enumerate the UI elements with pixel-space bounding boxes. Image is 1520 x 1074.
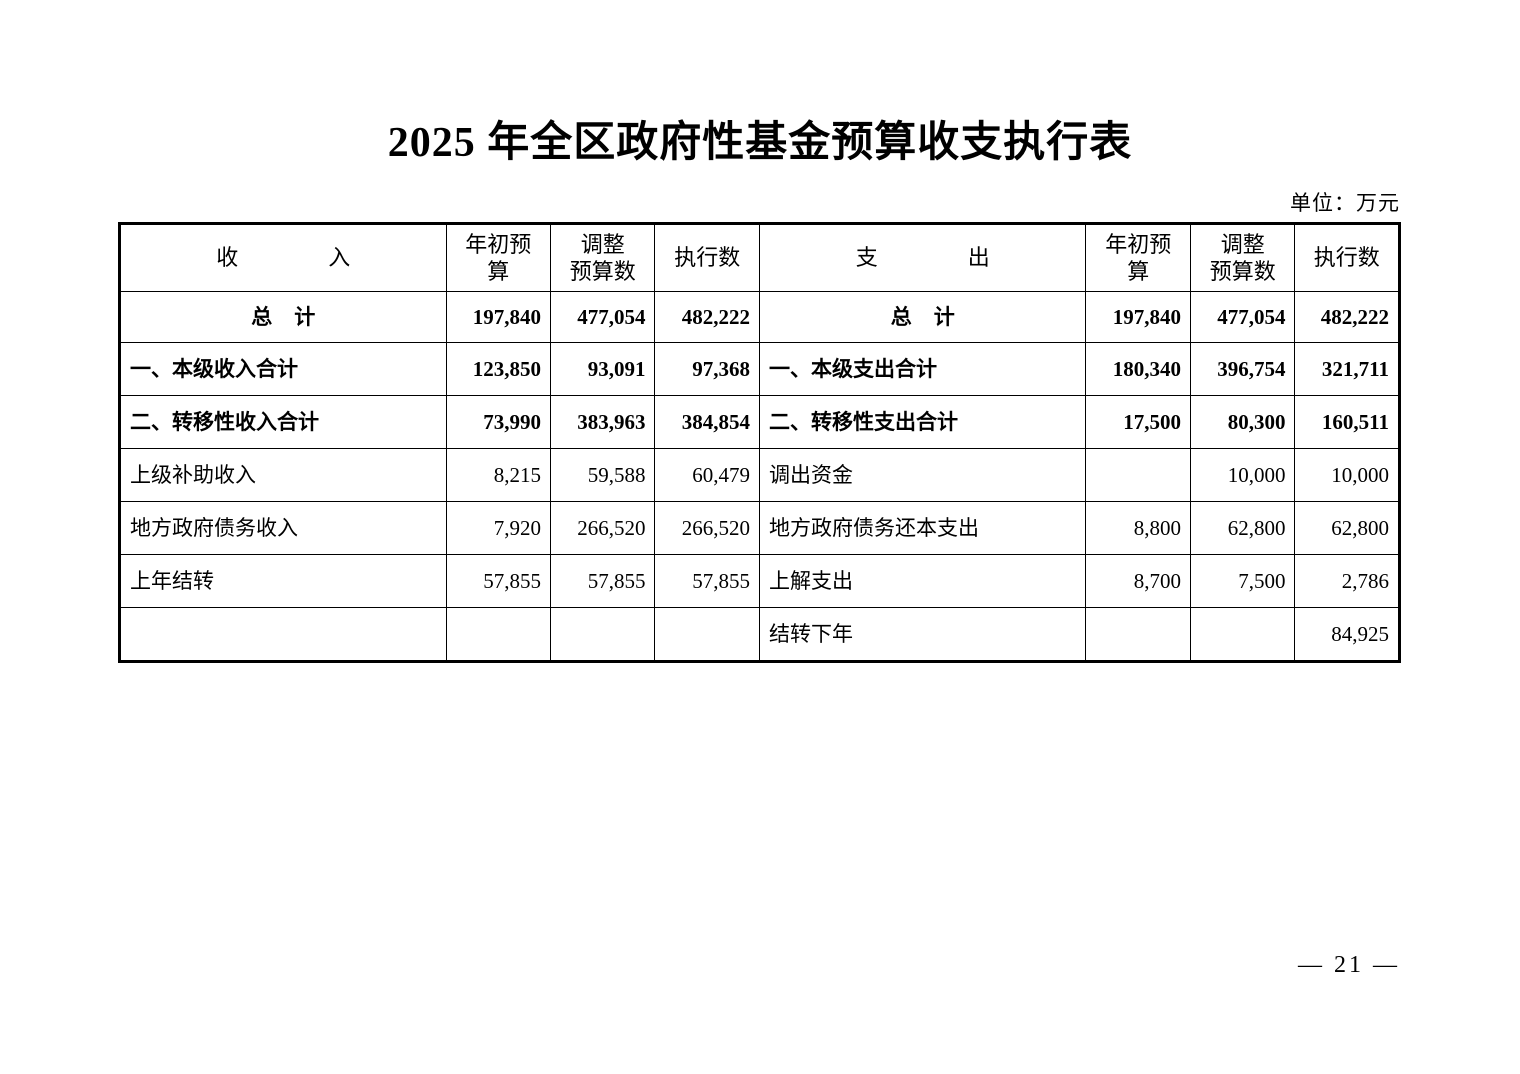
row-expense-label: 结转下年 (758, 607, 1087, 662)
row-income-label: 地方政府债务收入 (119, 501, 447, 555)
row-expense-initial: 17,500 (1085, 395, 1191, 449)
total-income-label: 总计 (119, 291, 447, 343)
row-expense-execution: 160,511 (1294, 395, 1400, 449)
row-income-initial: 57,855 (445, 554, 552, 608)
total-expense-initial: 197,840 (1085, 291, 1191, 343)
row-expense-initial: 180,340 (1085, 342, 1191, 396)
header-expense-adjusted-line1: 调整 (1220, 231, 1265, 257)
table-row: 一、本级收入合计 123,850 93,091 97,368 一、本级支出合计 … (119, 342, 1400, 396)
row-expense-execution: 62,800 (1294, 501, 1400, 555)
row-expense-initial: 8,800 (1085, 501, 1191, 555)
header-expense: 支出 (758, 223, 1087, 292)
row-income-initial: 73,990 (445, 395, 552, 449)
row-income-execution: 60,479 (654, 448, 760, 502)
page-number: — 21 — (1298, 952, 1400, 978)
row-income-label: 上年结转 (119, 554, 447, 608)
row-income-adjusted: 59,588 (549, 448, 656, 502)
table-row: 结转下年 84,925 (119, 607, 1400, 662)
row-expense-initial (1085, 448, 1191, 502)
total-income-execution: 482,222 (654, 291, 760, 343)
header-income-char1: 收 (216, 245, 239, 271)
table-row: 二、转移性收入合计 73,990 383,963 384,854 二、转移性支出… (119, 395, 1400, 449)
header-expense-initial-budget: 年初预算 (1085, 223, 1191, 292)
row-income-label: 二、转移性收入合计 (119, 395, 447, 449)
row-income-label: 一、本级收入合计 (119, 342, 447, 396)
row-expense-label: 调出资金 (758, 448, 1087, 502)
total-income-initial: 197,840 (445, 291, 552, 343)
row-income-label (119, 607, 447, 662)
page-title: 2025 年全区政府性基金预算收支执行表 (387, 120, 1133, 166)
budget-table: 收入 年初预算 调整 预算数 执行数 支出 年初预算 调整 预算数 (118, 222, 1401, 663)
row-income-execution (654, 607, 760, 662)
row-expense-execution: 2,786 (1294, 554, 1400, 608)
budget-table-body: 收入 年初预算 调整 预算数 执行数 支出 年初预算 调整 预算数 (119, 223, 1400, 662)
row-income-adjusted: 57,855 (549, 554, 656, 608)
row-expense-label: 地方政府债务还本支出 (758, 501, 1087, 555)
row-income-adjusted: 93,091 (549, 342, 656, 396)
row-income-adjusted: 383,963 (549, 395, 656, 449)
row-expense-adjusted: 80,300 (1189, 395, 1296, 449)
row-expense-adjusted: 396,754 (1189, 342, 1296, 396)
row-expense-execution: 84,925 (1294, 607, 1400, 662)
row-income-initial: 123,850 (445, 342, 552, 396)
row-expense-adjusted: 10,000 (1189, 448, 1296, 502)
row-income-adjusted (549, 607, 656, 662)
row-expense-initial: 8,700 (1085, 554, 1191, 608)
total-income-label-a: 总 (251, 304, 273, 329)
header-income-char2: 入 (328, 245, 351, 271)
header-income-adjusted-line2: 预算数 (569, 259, 636, 284)
header-income: 收入 (119, 223, 447, 292)
table-row: 上年结转 57,855 57,855 57,855 上解支出 8,700 7,5… (119, 554, 1400, 608)
row-income-adjusted: 266,520 (549, 501, 656, 555)
header-income-initial-budget: 年初预算 (445, 223, 552, 292)
row-income-initial (445, 607, 552, 662)
row-expense-label: 一、本级支出合计 (758, 342, 1087, 396)
row-expense-label: 二、转移性支出合计 (758, 395, 1087, 449)
row-expense-execution: 321,711 (1294, 342, 1400, 396)
header-expense-char1: 支 (855, 245, 878, 271)
row-expense-label: 上解支出 (758, 554, 1087, 608)
row-income-label: 上级补助收入 (119, 448, 447, 502)
row-expense-execution: 10,000 (1294, 448, 1400, 502)
total-expense-label-a: 总 (890, 304, 912, 329)
header-income-execution: 执行数 (654, 223, 760, 292)
table-row: 地方政府债务收入 7,920 266,520 266,520 地方政府债务还本支… (119, 501, 1400, 555)
header-income-adjusted-budget: 调整 预算数 (549, 223, 656, 292)
budget-table-container: 收入 年初预算 调整 预算数 执行数 支出 年初预算 调整 预算数 (118, 222, 1401, 663)
header-expense-adjusted-line2: 预算数 (1209, 259, 1276, 284)
row-income-execution: 57,855 (654, 554, 760, 608)
table-row: 上级补助收入 8,215 59,588 60,479 调出资金 10,000 1… (119, 448, 1400, 502)
total-income-adjusted: 477,054 (549, 291, 656, 343)
table-header-row: 收入 年初预算 调整 预算数 执行数 支出 年初预算 调整 预算数 (119, 223, 1400, 292)
row-expense-initial (1085, 607, 1191, 662)
row-income-execution: 266,520 (654, 501, 760, 555)
header-income-adjusted-line1: 调整 (580, 231, 625, 257)
row-income-initial: 7,920 (445, 501, 552, 555)
table-row-total: 总计 197,840 477,054 482,222 总计 197,840 47… (119, 291, 1400, 343)
header-expense-char2: 出 (967, 245, 990, 271)
unit-note: 单位：万元 (1290, 191, 1400, 215)
row-expense-adjusted: 62,800 (1189, 501, 1296, 555)
row-expense-adjusted (1189, 607, 1296, 662)
header-expense-adjusted-budget: 调整 预算数 (1189, 223, 1296, 292)
row-income-execution: 384,854 (654, 395, 760, 449)
header-expense-execution: 执行数 (1294, 223, 1400, 292)
row-expense-adjusted: 7,500 (1189, 554, 1296, 608)
row-income-initial: 8,215 (445, 448, 552, 502)
total-expense-label-b: 计 (933, 304, 955, 329)
total-expense-execution: 482,222 (1294, 291, 1400, 343)
total-expense-adjusted: 477,054 (1189, 291, 1296, 343)
total-income-label-b: 计 (294, 304, 316, 329)
total-expense-label: 总计 (758, 291, 1087, 343)
row-income-execution: 97,368 (654, 342, 760, 396)
